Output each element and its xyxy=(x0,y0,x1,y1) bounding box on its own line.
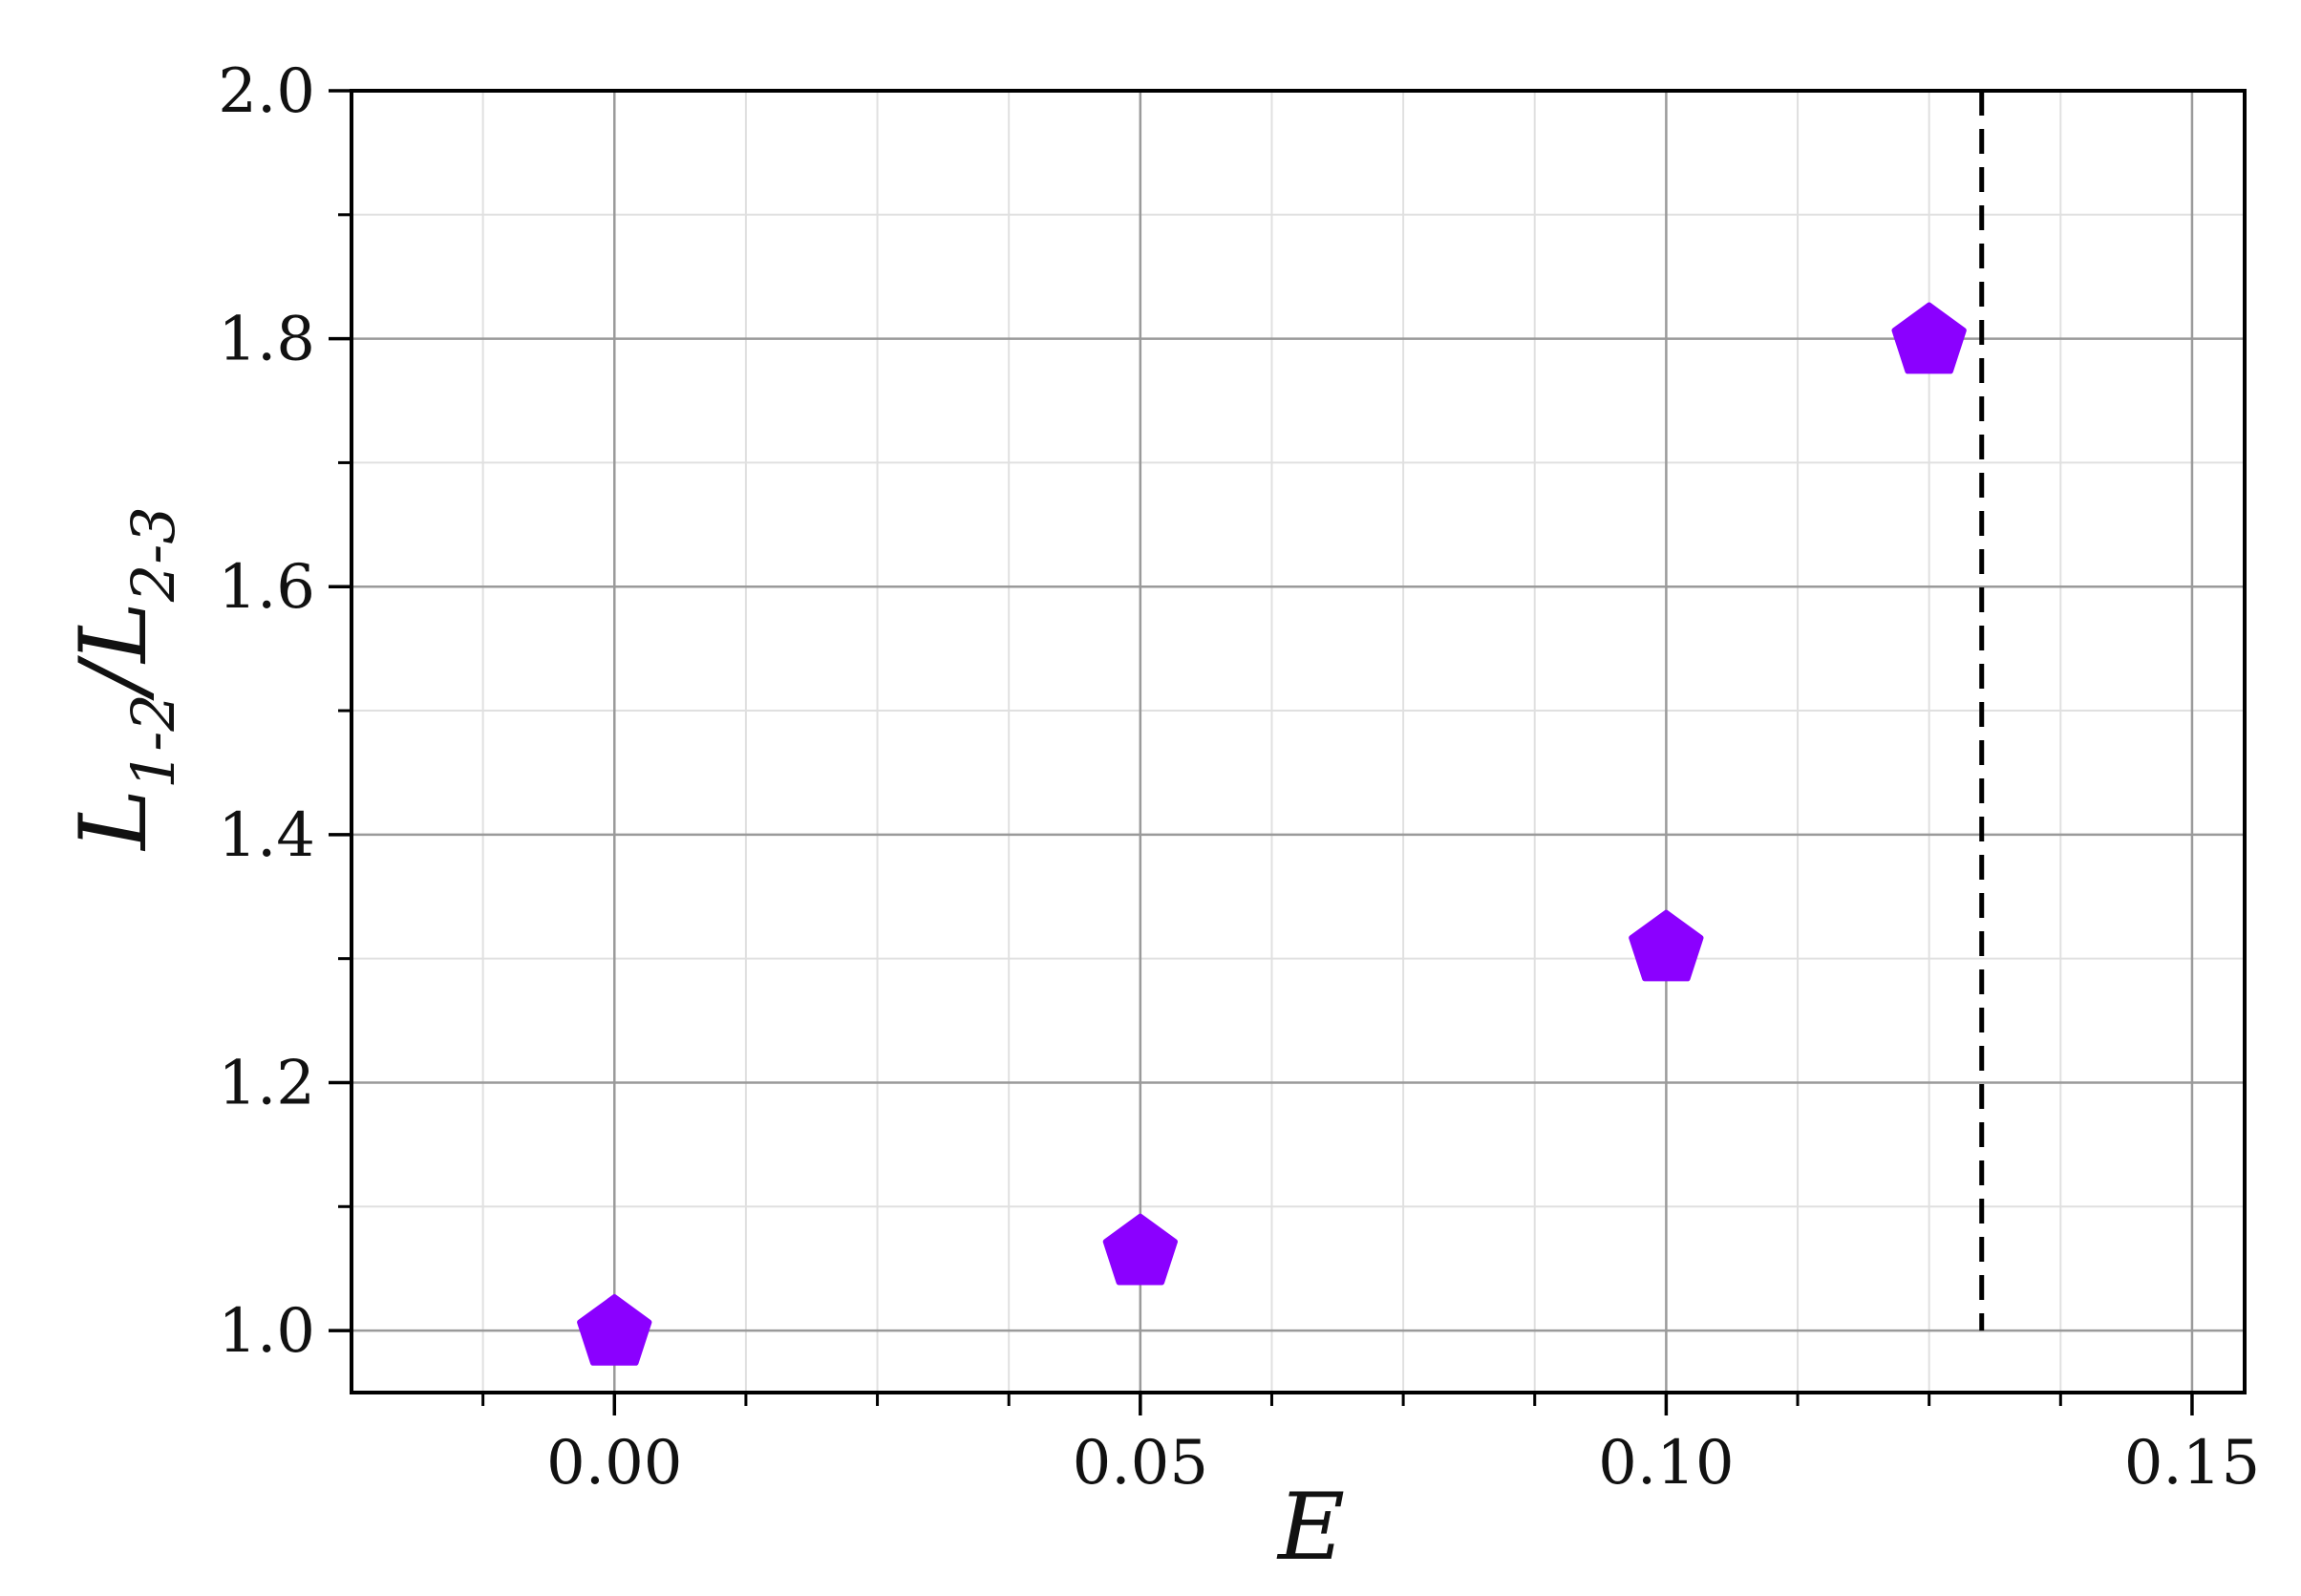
data-point xyxy=(1102,1213,1178,1286)
y-tick-labels: 1.0 1.2 1.4 1.6 1.8 2.0 xyxy=(218,56,315,1367)
y-axis-title-sub-1: 1-2 xyxy=(118,693,188,789)
x-tick-labels: 0.00 0.05 0.10 0.15 xyxy=(546,1428,2260,1499)
data-point xyxy=(577,1294,652,1366)
data-point xyxy=(1629,909,1704,982)
data-point xyxy=(1891,302,1967,374)
y-axis-title-main-1: L xyxy=(60,789,167,852)
y-tick-label: 2.0 xyxy=(218,56,315,127)
x-axis-title: E xyxy=(1276,1474,1345,1581)
x-tick-label: 0.00 xyxy=(546,1428,683,1499)
y-tick-label: 1.4 xyxy=(218,800,315,871)
axis-ticks xyxy=(329,89,2194,1415)
x-tick-label: 0.15 xyxy=(2124,1428,2261,1499)
y-tick-label: 1.2 xyxy=(218,1048,315,1118)
y-tick-label: 1.8 xyxy=(218,305,315,375)
y-axis-title: L1-2/L2-3 xyxy=(60,506,188,852)
minor-gridlines xyxy=(352,91,2245,1393)
y-tick-label: 1.0 xyxy=(218,1296,315,1367)
y-tick-label: 1.6 xyxy=(218,552,315,623)
data-points xyxy=(577,302,1967,1366)
y-axis-title-main-2: L xyxy=(60,602,167,665)
x-tick-label: 0.10 xyxy=(1598,1428,1735,1499)
x-tick-label: 0.05 xyxy=(1073,1428,1209,1499)
plot-frame xyxy=(350,89,2247,1394)
svg-text:L1-2/L2-3: L1-2/L2-3 xyxy=(60,506,188,852)
y-axis-title-sub-2: 2-3 xyxy=(118,506,188,603)
